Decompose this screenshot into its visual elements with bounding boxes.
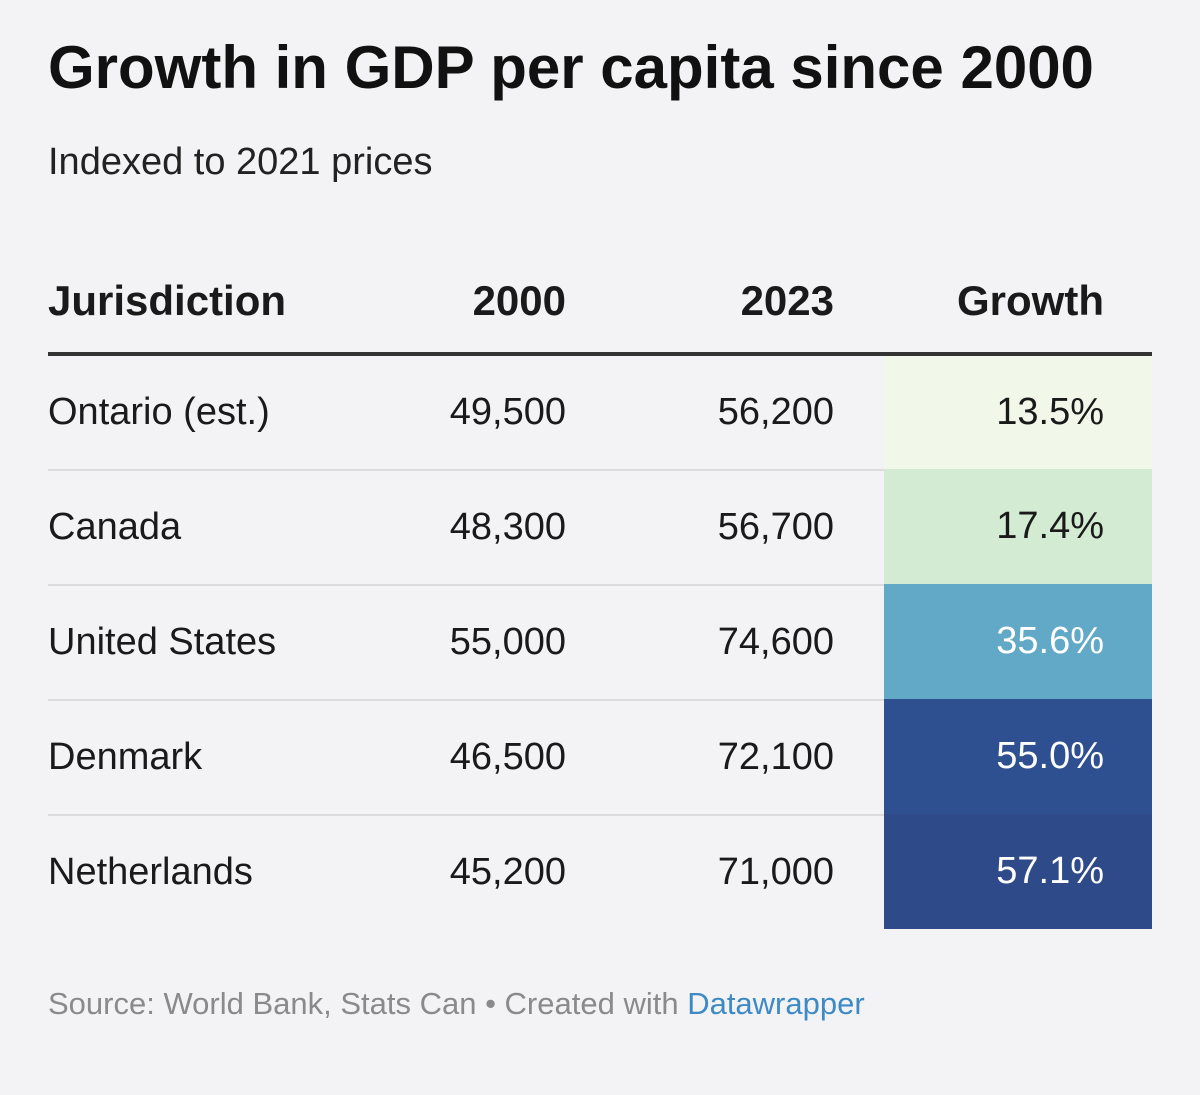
chart-title: Growth in GDP per capita since 2000 — [48, 34, 1094, 101]
value-2023-cell: 72,100 — [717, 736, 834, 778]
value-2023-cell: 56,700 — [717, 506, 834, 548]
table-row: Ontario (est.) 49,500 56,200 13.5% — [48, 356, 1152, 471]
jurisdiction-cell: Canada — [48, 506, 182, 548]
growth-cell: 13.5% — [884, 356, 1152, 469]
source-footer: Source: World Bank, Stats Can • Created … — [48, 984, 865, 1024]
table-row: Denmark 46,500 72,100 55.0% — [48, 699, 1152, 816]
growth-cell: 55.0% — [884, 699, 1152, 814]
growth-cell: 17.4% — [884, 469, 1152, 584]
column-header-growth[interactable]: Growth — [957, 277, 1104, 324]
table-row: United States 55,000 74,600 35.6% — [48, 584, 1152, 701]
value-2023-cell: 56,200 — [717, 391, 834, 433]
data-table: Jurisdiction 2000 2023 Growth Ontario (e… — [48, 250, 1152, 929]
value-2023-cell: 74,600 — [717, 621, 834, 663]
jurisdiction-cell: Denmark — [48, 736, 203, 778]
value-2000-cell: 48,300 — [449, 506, 566, 548]
column-header-2000[interactable]: 2000 — [472, 277, 566, 324]
growth-cell: 57.1% — [884, 814, 1152, 929]
table-header: Jurisdiction 2000 2023 Growth — [48, 250, 1152, 356]
column-header-2023[interactable]: 2023 — [740, 277, 834, 324]
jurisdiction-cell: Netherlands — [48, 851, 253, 893]
jurisdiction-cell: United States — [48, 621, 277, 663]
table-row: Netherlands 45,200 71,000 57.1% — [48, 814, 1152, 929]
value-2023-cell: 71,000 — [717, 851, 834, 893]
chart-subtitle: Indexed to 2021 prices — [48, 141, 433, 183]
table-row: Canada 48,300 56,700 17.4% — [48, 469, 1152, 586]
value-2000-cell: 46,500 — [449, 736, 566, 778]
value-2000-cell: 49,500 — [449, 391, 566, 433]
value-2000-cell: 45,200 — [449, 851, 566, 893]
datawrapper-link[interactable]: Datawrapper — [687, 986, 865, 1021]
column-header-jurisdiction[interactable]: Jurisdiction — [48, 277, 287, 324]
jurisdiction-cell: Ontario (est.) — [48, 391, 270, 433]
value-2000-cell: 55,000 — [449, 621, 566, 663]
growth-cell: 35.6% — [884, 584, 1152, 699]
source-text: Source: World Bank, Stats Can • Created … — [48, 986, 688, 1021]
